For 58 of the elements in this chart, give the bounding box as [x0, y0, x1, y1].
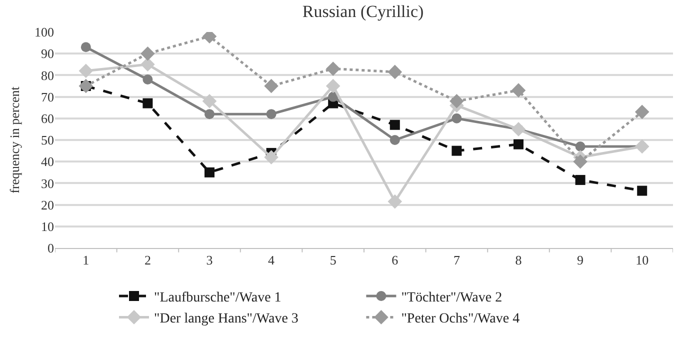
point	[573, 154, 588, 169]
point	[452, 113, 462, 124]
point	[452, 146, 462, 156]
point	[637, 186, 648, 196]
point	[634, 139, 650, 154]
point	[326, 78, 340, 94]
y-tick-label: 60	[41, 110, 54, 126]
point	[140, 46, 155, 61]
point	[78, 64, 94, 78]
x-tick-label: 10	[636, 252, 649, 268]
legend-label: "Laufbursche"/Wave 1	[154, 290, 282, 306]
point	[514, 139, 524, 150]
legend-label: "Der lange Hans"/Wave 3	[154, 312, 298, 327]
x-tick-label: 8	[515, 252, 522, 268]
point	[390, 120, 400, 130]
y-tick-label: 50	[41, 132, 54, 148]
y-tick-label: 40	[41, 154, 54, 170]
y-axis-title: frequency in percent	[7, 86, 22, 194]
x-tick-label: 1	[82, 252, 90, 268]
x-tick-label: 3	[206, 252, 213, 268]
point	[450, 94, 464, 108]
point	[140, 57, 155, 72]
point	[204, 167, 214, 178]
point	[266, 109, 276, 120]
point	[634, 104, 650, 120]
chart-title: Russian (Cyrillic)	[302, 2, 424, 22]
y-tick-label: 10	[41, 218, 54, 234]
point	[575, 174, 586, 185]
y-tick-label: 30	[41, 176, 54, 191]
y-tick-label: 20	[41, 197, 54, 212]
x-tick-label: 6	[392, 252, 399, 268]
y-tick-label: 80	[41, 68, 54, 83]
y-tick-label: 70	[41, 89, 54, 104]
point	[388, 194, 402, 209]
legend-label: "Töchter"/Wave 2	[401, 290, 502, 306]
y-tick-label: 0	[48, 240, 54, 256]
x-tick-label: 5	[330, 252, 336, 268]
point	[264, 78, 278, 94]
x-tick-label: 4	[268, 252, 276, 268]
point	[511, 122, 526, 136]
x-tick-label: 2	[144, 252, 151, 268]
point	[388, 64, 402, 80]
x-tick-label: 7	[453, 252, 460, 268]
point	[80, 42, 91, 52]
point	[575, 141, 586, 152]
point	[390, 135, 400, 145]
point	[202, 94, 217, 108]
point	[142, 74, 153, 85]
y-tick-label: 90	[41, 46, 54, 62]
point	[142, 98, 153, 108]
point	[328, 92, 338, 102]
y-tick-label: 100	[34, 24, 54, 40]
point	[264, 150, 278, 164]
point	[204, 109, 214, 120]
point	[326, 62, 340, 76]
legend-label: "Peter Ochs"/Wave 4	[401, 312, 520, 327]
point	[511, 83, 526, 98]
x-tick-label: 9	[577, 252, 584, 268]
